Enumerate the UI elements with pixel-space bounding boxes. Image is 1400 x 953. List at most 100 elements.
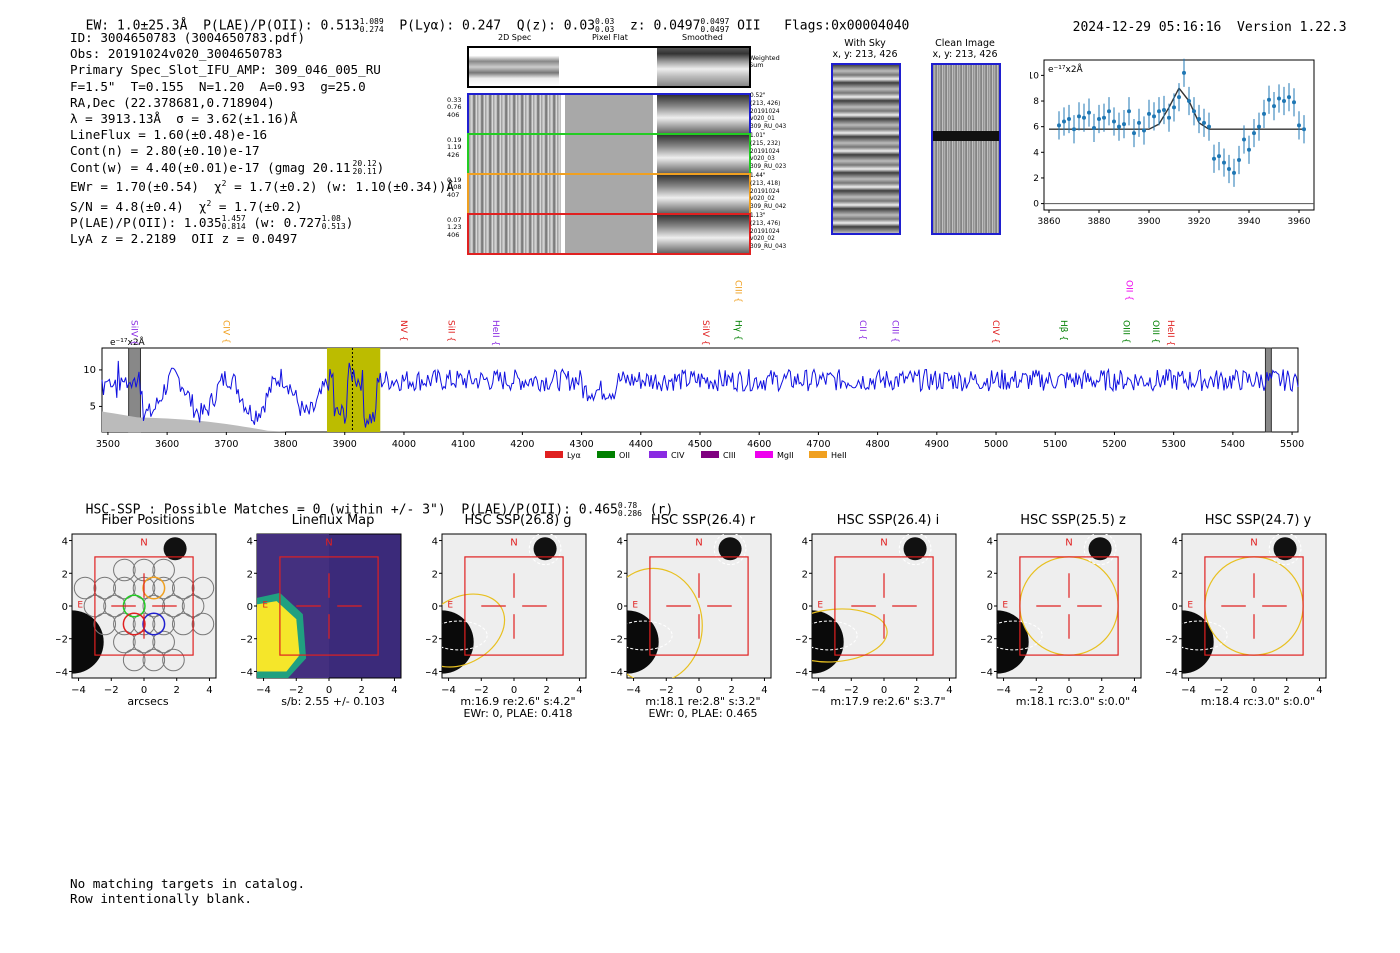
fiber-circle	[142, 648, 166, 672]
hsc-panel-title: HSC SSP(24.7) y	[1204, 513, 1312, 528]
spectrum-xtick-label: 3500	[96, 439, 120, 450]
hsc-panel-caption: m:18.1 re:2.8" s:3.2" EWr: 0, PLAE: 0.465	[645, 695, 761, 720]
bright-source	[442, 610, 474, 674]
zoom-data-point	[1202, 120, 1206, 125]
emission-line-label: SiII {	[445, 320, 455, 342]
cutout-row-left-label: 0.07 1.23 406	[447, 216, 462, 239]
col-title-smoothed: Smoothed	[682, 33, 723, 42]
spectrum-xtick-label: 4000	[392, 439, 416, 450]
zoom-data-point	[1067, 116, 1071, 121]
hsc-panel-caption: m:18.1 rc:3.0" s:0.0"	[1015, 695, 1131, 708]
hsc-panel-title: Fiber Positions	[101, 513, 195, 528]
hsc-ytick-label: 2	[617, 569, 623, 580]
catalog-circle	[898, 534, 932, 566]
clean-image-title: Clean Image x, y: 213, 426	[932, 38, 998, 60]
hsc-panel-title: HSC SSP(25.5) z	[1020, 513, 1126, 528]
info-sn: S/N = 4.8(±0.4) χ2 = 1.7(±0.2)	[70, 198, 303, 214]
timestamp-version: 2024-12-29 05:16:16 Version 1.22.3	[1057, 5, 1347, 35]
bright-source	[1182, 610, 1214, 674]
zoom-data-point	[1122, 122, 1126, 127]
fiber-circle	[113, 612, 136, 636]
zoom-data-point	[1272, 104, 1276, 109]
spectrum-xtick-label: 5100	[1043, 439, 1067, 450]
hsc-xtick-label: 2	[359, 685, 365, 696]
catalog-note-1: No matching targets in catalog.	[70, 876, 306, 891]
hsc-ytick-label: 4	[432, 537, 438, 548]
zoom-data-point	[1142, 128, 1146, 133]
info-ewr: EWr = 1.70(±0.54) χ2 = 1.7(±0.2) (w: 1.1…	[70, 179, 454, 195]
east-label: E	[1187, 601, 1193, 611]
legend-label: CIII	[723, 451, 736, 460]
hsc-ytick-label: 4	[1172, 537, 1178, 548]
zoom-data-point	[1227, 166, 1231, 171]
legend-label: OII	[619, 451, 630, 460]
emission-line-label: CIII {	[733, 280, 743, 303]
cutout-row	[467, 173, 751, 215]
emission-line-label: NV {	[398, 320, 408, 341]
hsc-ytick-label: 0	[62, 602, 68, 613]
search-box	[649, 556, 749, 656]
catalog-circle	[713, 534, 747, 566]
image-content	[812, 534, 932, 674]
spectrum-xtick-label: 4700	[806, 439, 830, 450]
bright-source	[812, 610, 844, 674]
spectrum-xtick-label: 3800	[273, 439, 297, 450]
weighted-sum-label: Weighted Sum	[749, 54, 780, 70]
zoom-ylabel: e⁻¹⁷x2Å	[1048, 63, 1084, 75]
spectrum-xtick-label: 5000	[984, 439, 1008, 450]
hsc-panel-image: N E 4 2 0 −2 −4−4 −2 0 2 4	[981, 533, 1142, 696]
hsc-ytick-label: −2	[1166, 635, 1178, 646]
hsc-xtick-label: −2	[104, 685, 119, 696]
spectrum-xtick-label: 4200	[510, 439, 534, 450]
hsc-xtick-label: −4	[811, 685, 826, 696]
hsc-xtick-label: −2	[474, 685, 489, 696]
image-content	[627, 534, 747, 678]
zoom-ytick-label: 2	[1033, 174, 1039, 184]
z-line: OII	[737, 18, 761, 34]
hsc-xtick-label: 2	[914, 685, 920, 696]
version: Version 1.22.3	[1237, 20, 1347, 35]
image-content	[442, 534, 562, 674]
zoom-data-point	[1242, 137, 1246, 142]
hsc-xtick-label: 4	[206, 685, 212, 696]
info-obs: Obs: 20191024v020_3004650783	[70, 46, 283, 62]
legend-label: HeII	[831, 451, 847, 460]
fiber-circle	[162, 648, 185, 672]
hsc-ytick-label: −2	[796, 635, 808, 646]
info-primary: Primary Spec_Slot_IFU_AMP: 309_046_005_R…	[70, 62, 381, 78]
catalog-circle	[1268, 534, 1302, 566]
emission-line-label: CII {	[857, 320, 867, 340]
spectrum-frame	[101, 347, 1299, 433]
zoom-data-point	[1277, 96, 1281, 101]
col-title-2dspec: 2D Spec	[498, 33, 532, 42]
hsc-panel-title: HSC SSP(26.8) g	[464, 513, 572, 528]
hsc-ytick-label: −2	[241, 635, 253, 646]
hsc-xtick-label: 4	[946, 685, 952, 696]
hsc-xtick-label: −2	[1214, 685, 1229, 696]
hsc-xtick-label: −2	[844, 685, 859, 696]
hsc-ytick-label: 2	[802, 569, 808, 580]
catalog-circle	[528, 534, 562, 566]
zoom-data-point	[1257, 124, 1261, 129]
hsc-panel-caption: m:18.4 rc:3.0" s:0.0"	[1200, 695, 1316, 708]
zoom-xtick-label: 3860	[1038, 217, 1061, 227]
spectrum-xtick-label: 3900	[333, 439, 357, 450]
ew-value: EW: 1.0±25.3Å	[85, 18, 188, 34]
search-box	[94, 556, 194, 656]
emission-line-label: HeII {	[1165, 320, 1175, 346]
zoom-data-point	[1167, 115, 1171, 120]
companion-source	[1273, 537, 1297, 561]
zoom-data-point	[1072, 127, 1076, 132]
hsc-ytick-label: −2	[426, 635, 438, 646]
zoom-data-point	[1247, 147, 1251, 152]
info-id: ID: 3004650783 (3004650783.pdf)	[70, 30, 306, 45]
hsc-xtick-label: 0	[696, 685, 702, 696]
legend-swatch	[649, 451, 667, 458]
line-highlight-band	[326, 348, 381, 432]
hsc-ytick-label: −4	[611, 667, 623, 678]
info-radec: RA,Dec (22.378681,0.718904)	[70, 94, 275, 110]
hsc-xtick-label: −4	[1181, 685, 1196, 696]
bright-source	[72, 610, 104, 674]
spectrum-xtick-label: 4100	[451, 439, 475, 450]
hsc-xtick-label: 0	[511, 685, 517, 696]
